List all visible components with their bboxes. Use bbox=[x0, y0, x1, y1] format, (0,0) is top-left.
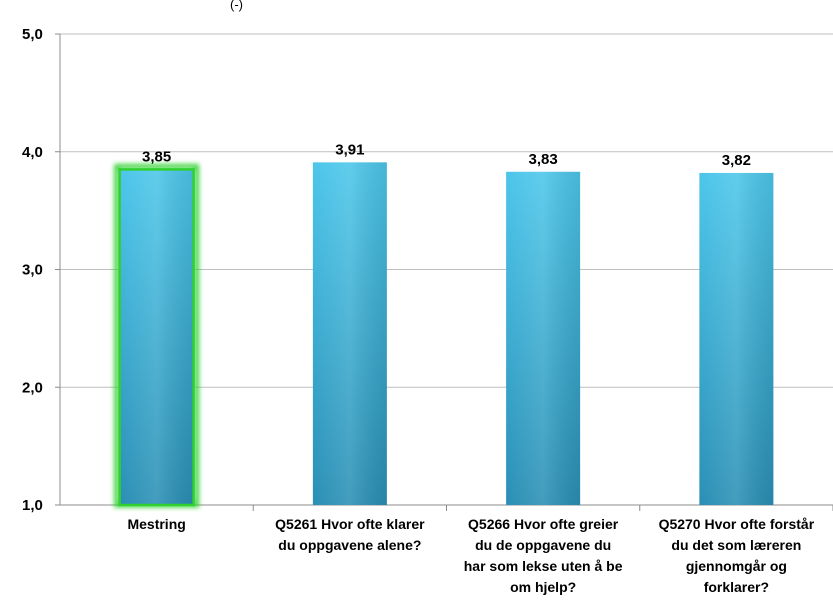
category-label: Q5266 Hvor ofte greier du de oppgavene du… bbox=[464, 516, 623, 595]
value-label: 3,85 bbox=[142, 148, 171, 165]
bar-highlight-border bbox=[118, 168, 195, 507]
y-tick-label: 5,0 bbox=[22, 26, 43, 43]
value-label: 3,83 bbox=[529, 151, 558, 168]
y-tick-label: 4,0 bbox=[22, 144, 43, 161]
y-tick-label: 1,0 bbox=[22, 497, 43, 514]
y-tick-label: 2,0 bbox=[22, 379, 43, 396]
value-label: 3,82 bbox=[722, 152, 751, 169]
bar-sheen bbox=[506, 171, 581, 505]
category-label: Q5261 Hvor ofte klarer du oppgavene alene… bbox=[275, 516, 425, 553]
y-tick-labels: 1,0 2,0 3,0 4,0 5,0 bbox=[22, 26, 43, 514]
bar-sheen bbox=[119, 169, 194, 505]
category-label: Mestring bbox=[127, 516, 185, 532]
bar-sheen bbox=[699, 172, 774, 505]
bars bbox=[114, 162, 774, 508]
category-label: Q5270 Hvor ofte forstår du det som lærere… bbox=[659, 516, 815, 595]
y-tick-label: 3,0 bbox=[22, 262, 43, 279]
category-labels: Mestring Q5261 Hvor ofte klarer du oppgave… bbox=[127, 516, 814, 595]
value-labels: 3,85 3,91 3,83 3,82 bbox=[142, 141, 751, 169]
bar-sheen bbox=[312, 162, 387, 505]
top-fragment-text: (-) bbox=[230, 0, 243, 12]
value-label: 3,91 bbox=[335, 141, 364, 158]
